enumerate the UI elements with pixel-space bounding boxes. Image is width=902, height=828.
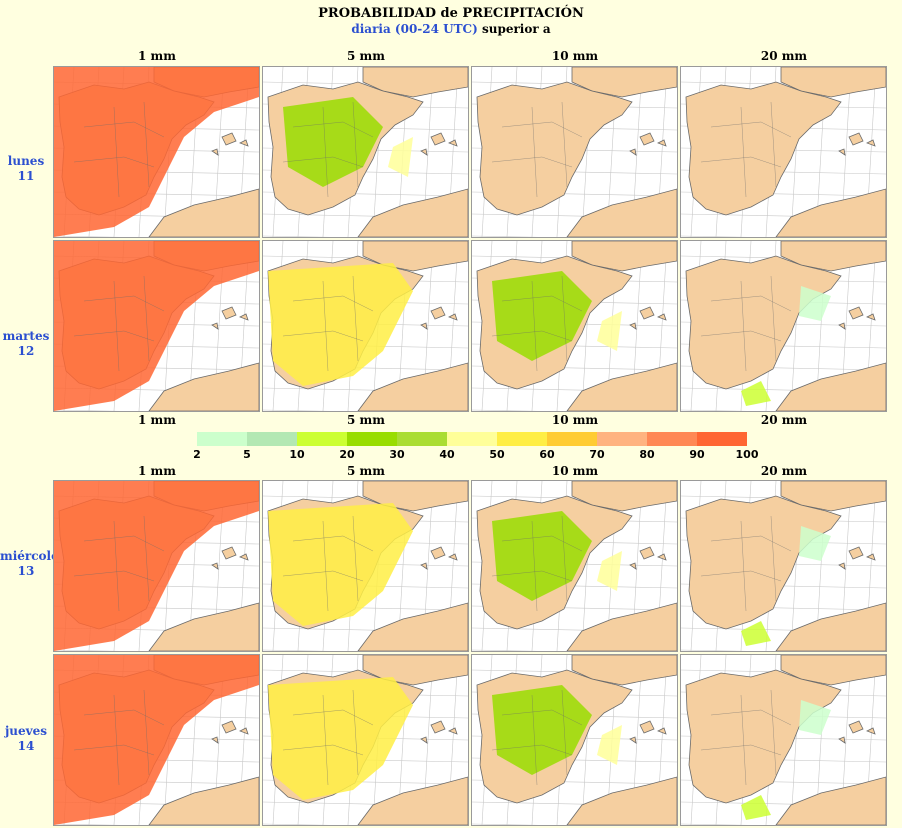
legend-swatch <box>347 432 397 446</box>
legend-swatch <box>597 432 647 446</box>
day-number: 14 <box>17 739 35 753</box>
legend-tick-label: 80 <box>639 448 655 461</box>
legend-swatch <box>547 432 597 446</box>
map-panel-martes-10mm <box>471 240 678 412</box>
legend-swatch <box>297 432 347 446</box>
row-label-monday: lunes 11 <box>0 154 52 184</box>
map-panel-martes-20mm <box>680 240 887 412</box>
col-header-1mm: 1 mm <box>138 49 176 63</box>
day-number: 12 <box>17 344 35 358</box>
col-header-10mm: 10 mm <box>551 464 599 478</box>
col-header-20mm: 20 mm <box>760 49 808 63</box>
legend-tick-label: 20 <box>339 448 355 461</box>
legend-swatch <box>247 432 297 446</box>
col-header-5mm: 5 mm <box>347 464 385 478</box>
legend-swatch <box>697 432 747 446</box>
map-panel-jueves-10mm <box>471 654 678 826</box>
legend-tick-label: 100 <box>735 448 759 461</box>
map-panel-jueves-1mm <box>53 654 260 826</box>
day-number: 11 <box>17 169 35 183</box>
legend-tick-label: 50 <box>489 448 505 461</box>
figure-subtitle: diaria (00-24 UTC) superior a <box>0 22 902 36</box>
map-panel-lunes-5mm <box>262 66 469 238</box>
map-panel-martes-1mm <box>53 240 260 412</box>
legend-color-bar <box>197 432 757 446</box>
map-panel-jueves-5mm <box>262 654 469 826</box>
legend-swatch <box>397 432 447 446</box>
map-panel-miercoles-20mm <box>680 480 887 652</box>
map-panel-martes-5mm <box>262 240 469 412</box>
col-header-1mm: 1 mm <box>138 413 176 427</box>
legend-ticks: 2 5 10 20 30 40 50 60 70 80 90 100 <box>193 446 759 461</box>
legend-tick-label: 10 <box>289 448 305 461</box>
col-header-5mm: 5 mm <box>347 49 385 63</box>
legend-tick-label: 90 <box>689 448 705 461</box>
row-label-wednesday: miércoles 13 <box>0 549 66 579</box>
day-number: 13 <box>17 564 35 578</box>
legend-swatch <box>647 432 697 446</box>
map-panel-miercoles-5mm <box>262 480 469 652</box>
legend-swatch <box>197 432 247 446</box>
legend-tick-label: 60 <box>539 448 555 461</box>
map-panel-lunes-20mm <box>680 66 887 238</box>
col-header-1mm: 1 mm <box>138 464 176 478</box>
legend-tick-label: 40 <box>439 448 455 461</box>
subtitle-period: diaria (00-24 UTC) <box>351 22 478 36</box>
day-name: lunes <box>7 154 45 168</box>
col-header-5mm: 5 mm <box>347 413 385 427</box>
day-name: jueves <box>4 724 48 738</box>
day-name: miércoles <box>0 549 66 563</box>
map-panel-miercoles-10mm <box>471 480 678 652</box>
col-header-10mm: 10 mm <box>551 49 599 63</box>
map-panel-miercoles-1mm <box>53 480 260 652</box>
color-legend: 2 5 10 20 30 40 50 60 70 80 90 100 <box>193 432 759 461</box>
day-name: martes <box>2 329 50 343</box>
legend-tick-label: 30 <box>389 448 405 461</box>
legend-swatch <box>447 432 497 446</box>
row-label-tuesday: martes 12 <box>0 329 52 359</box>
map-panel-lunes-10mm <box>471 66 678 238</box>
col-header-20mm: 20 mm <box>760 413 808 427</box>
map-panel-lunes-1mm <box>53 66 260 238</box>
map-panel-jueves-20mm <box>680 654 887 826</box>
figure-title: PROBABILIDAD de PRECIPITACIÓN <box>318 6 584 21</box>
legend-tick-label: 2 <box>193 448 201 461</box>
col-header-20mm: 20 mm <box>760 464 808 478</box>
row-label-thursday: jueves 14 <box>0 724 52 754</box>
legend-tick-label: 70 <box>589 448 605 461</box>
legend-tick-label: 5 <box>243 448 251 461</box>
legend-swatch <box>497 432 547 446</box>
col-header-10mm: 10 mm <box>551 413 599 427</box>
subtitle-suffix: superior a <box>477 22 551 36</box>
